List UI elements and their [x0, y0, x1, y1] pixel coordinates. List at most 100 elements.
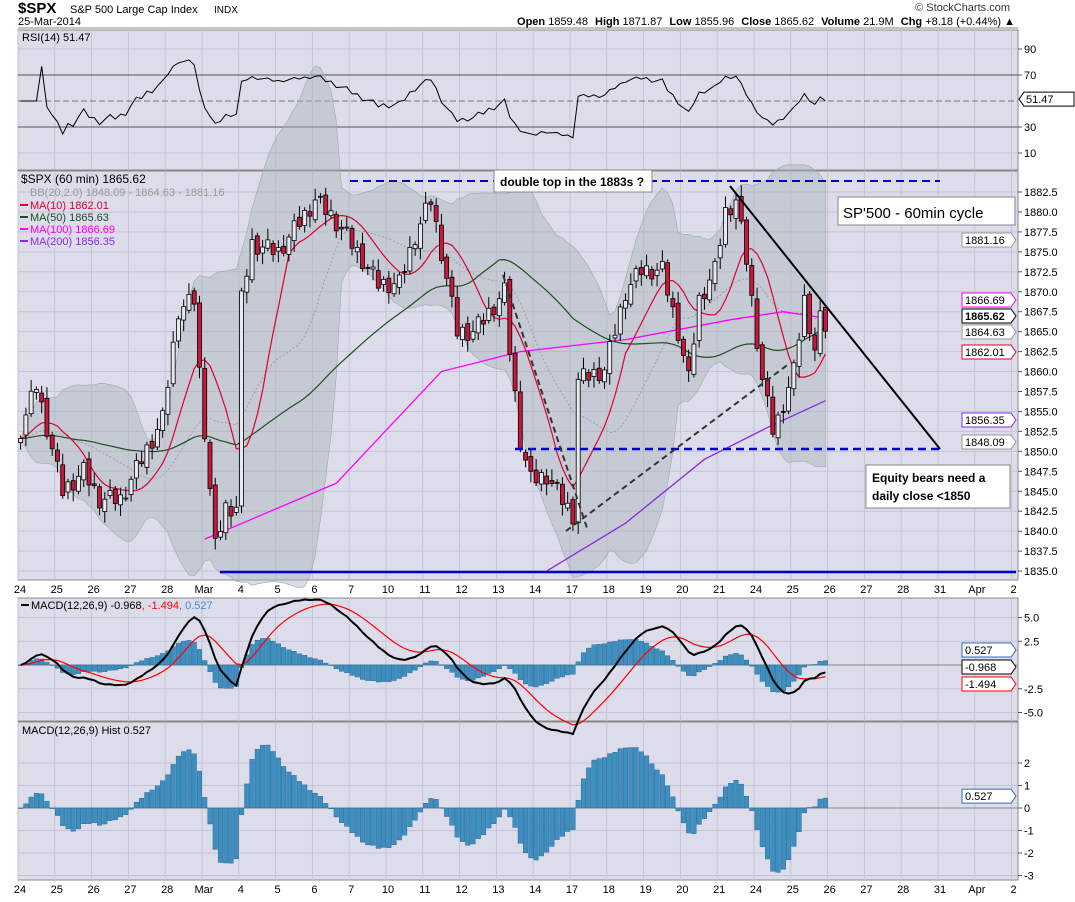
macd-hist-bar — [633, 639, 639, 666]
hist-bar — [449, 807, 455, 826]
hist-bar — [459, 807, 465, 842]
candle-down — [812, 334, 818, 351]
ma50-line — [20, 259, 826, 453]
x-axis-label: 27 — [860, 884, 872, 896]
hist-bar — [112, 807, 118, 821]
hist-bar — [523, 807, 529, 854]
hist-bar — [44, 801, 50, 809]
candle-up — [575, 379, 581, 524]
candle-up — [23, 414, 29, 436]
price-value-tag: 1866.69 — [965, 295, 1005, 307]
macd-hist-bar — [97, 664, 103, 673]
macd-line — [20, 598, 826, 736]
hist-axis-label: -1 — [1024, 826, 1034, 838]
macd-hist-bar — [39, 658, 45, 666]
x-axis-label: 19 — [639, 584, 651, 596]
candle-up — [612, 334, 618, 339]
annotations: double top in the 1883s ? SP'500 - 60min… — [220, 169, 1016, 574]
macd-hist-bar — [281, 647, 287, 666]
hist-legend: MACD(12,26,9) Hist 0.527 — [22, 725, 151, 737]
hist-bar — [791, 807, 797, 847]
hist-bar — [817, 798, 823, 809]
double-top-box — [493, 169, 653, 193]
macd-hist-bar — [270, 640, 276, 666]
ma50-legend: MA(50) 1865.63 — [30, 212, 109, 224]
candle-down — [728, 208, 734, 216]
candle-down — [544, 475, 550, 485]
chart-date: 25-Mar-2014 — [18, 16, 81, 28]
price-value-tag-box — [961, 434, 1017, 450]
x-axis-label: 25 — [787, 584, 799, 596]
macd-hist-bar — [791, 664, 797, 682]
hist-bar — [54, 807, 60, 816]
price-axis-label: 1860.0 — [1024, 367, 1058, 379]
hist-axis-label: -3 — [1024, 871, 1034, 883]
macd-hist-bar — [317, 659, 323, 666]
candle-up — [581, 368, 586, 382]
hist-bar — [749, 807, 755, 811]
hist-bar — [365, 807, 371, 846]
price-value-tag-box — [961, 232, 1017, 248]
macd-value-tag-box — [961, 659, 1017, 675]
candle-down — [60, 464, 66, 497]
macd-hist-bar — [801, 664, 807, 668]
macd-hist-bar — [444, 664, 450, 669]
candle-up — [318, 195, 323, 198]
candle-up — [623, 300, 628, 309]
hist-bar — [233, 807, 239, 860]
candle-up — [181, 306, 187, 321]
candle-down — [365, 267, 371, 269]
price-value-tag: 1865.62 — [965, 311, 1005, 323]
hist-bar — [559, 807, 565, 837]
x-axis-label: 2 — [1011, 584, 1017, 596]
macd-hist-bar — [544, 664, 550, 684]
price-axis-label: 1870.0 — [1024, 287, 1058, 299]
candle-up — [28, 390, 34, 415]
macd-hist-bar — [686, 664, 692, 676]
hist-bar — [265, 744, 271, 809]
x-axis-label: 28 — [161, 884, 173, 896]
candle-down — [402, 271, 408, 273]
x-axis-label: 11 — [419, 584, 430, 596]
macd-hist-bar — [786, 664, 792, 688]
candle-down — [738, 195, 744, 222]
hist-bar — [239, 807, 245, 815]
candle-up — [407, 247, 413, 272]
hist-bar — [481, 807, 487, 836]
x-axis-label: 14 — [529, 884, 541, 896]
bears-note-line1: Equity bears need a — [872, 471, 986, 485]
candle-up — [218, 531, 223, 538]
hist-bar — [659, 774, 665, 809]
x-axis-label: 24 — [14, 884, 26, 896]
candle-down — [307, 211, 313, 217]
macd-hist-bar — [381, 664, 387, 682]
macd-hist-bar — [338, 664, 344, 672]
hist-bar — [28, 796, 34, 809]
macd-hist-bar — [428, 660, 434, 666]
price-value-tag: 1856.35 — [965, 415, 1005, 427]
dashed-down-channel — [502, 274, 588, 529]
hist-bar — [223, 807, 229, 864]
price-axis-label: 1862.5 — [1024, 347, 1058, 359]
rsi-panel — [17, 29, 1019, 171]
candle-down — [517, 391, 523, 450]
price-panel — [17, 170, 1019, 581]
macd-hist-bar — [780, 664, 786, 692]
candle-down — [512, 352, 518, 392]
hist-bar — [496, 807, 502, 818]
macd-hist-bar — [465, 664, 471, 681]
security-name: S&P 500 Large Cap Index — [70, 4, 198, 16]
price-axis-label: 1840.0 — [1024, 526, 1058, 538]
macd-hist-bar — [412, 664, 418, 671]
candle-down — [44, 397, 50, 437]
candle-up — [249, 239, 255, 281]
x-axis-label: 6 — [311, 584, 317, 596]
candle-down — [586, 372, 592, 381]
descending-trendline — [729, 185, 941, 450]
macd-hist-bar — [554, 664, 560, 679]
macd-hist-bar — [312, 658, 318, 666]
x-axis-label: 21 — [713, 584, 725, 596]
ma10-legend: MA(10) 1862.01 — [30, 200, 109, 212]
x-axis-label: Apr — [968, 584, 985, 596]
hist-bar — [270, 751, 276, 809]
